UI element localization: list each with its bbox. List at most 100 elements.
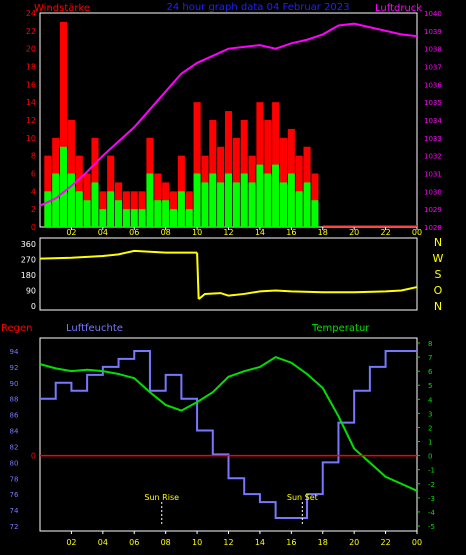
top-panel-x-tick-label: 02: [66, 228, 76, 237]
wind-direction-line: [39, 249, 198, 260]
bottom-panel-x-tick-label: 04: [98, 538, 108, 547]
wind-average-bar: [256, 164, 264, 227]
wind-axis-tick-label: 4: [31, 187, 36, 196]
wind-average-bar: [217, 182, 225, 227]
top-panel-x-tick-label: 16: [286, 228, 296, 237]
humidity-axis-tick-label: 88: [10, 396, 19, 404]
rain-label: Regen: [1, 323, 33, 334]
wind-axis-tick-label: 22: [26, 27, 36, 36]
wind-direction-line: [198, 286, 418, 300]
top-panel-x-tick-label: 04: [98, 228, 108, 237]
temperature-axis-tick-label: 5: [428, 382, 432, 390]
top-panel-x-tick-label: 20: [349, 228, 359, 237]
top-panel-x-tick-label: 14: [255, 228, 265, 237]
bottom-panel-x-tick-label: 12: [223, 538, 233, 547]
wind-average-bar: [52, 173, 60, 227]
temperature-label: Temperatur: [311, 323, 370, 334]
compass-label: W: [433, 252, 444, 265]
humidity-axis-tick-label: 82: [10, 443, 19, 451]
pressure-axis-tick-label: 1034: [424, 117, 442, 125]
wind-average-bar: [193, 173, 201, 227]
bottom-panel-x-tick-label: 00: [412, 538, 422, 547]
pressure-axis-tick-label: 1032: [424, 153, 442, 161]
bottom-panel-x-tick-label: 02: [66, 538, 76, 547]
pressure-axis-tick-label: 1037: [424, 64, 442, 72]
pressure-axis-tick-label: 1029: [424, 206, 442, 214]
wind-average-bar: [107, 191, 115, 227]
wind-axis-tick-label: 16: [26, 80, 36, 89]
top-panel-x-tick-label: 12: [223, 228, 233, 237]
pressure-line: [39, 22, 418, 207]
wind-axis-tick-label: 14: [26, 98, 36, 107]
wind-strength-label: Windstärke: [34, 3, 90, 14]
wind-average-bar: [279, 182, 288, 227]
wind-average-bar: [295, 191, 303, 227]
wind-gust-bar: [60, 21, 68, 227]
temperature-axis-tick-label: -4: [428, 509, 436, 517]
humidity-axis-tick-label: 74: [10, 507, 19, 515]
wind-average-bar: [185, 209, 193, 227]
top-panel-x-tick-label: 10: [192, 228, 202, 237]
wind-axis-tick-label: 18: [26, 63, 36, 72]
chart-title: 24 hour graph data 04 Februar 2023: [166, 2, 349, 13]
wind-average-bar: [264, 173, 272, 227]
wind-average-bar: [162, 200, 170, 227]
temperature-line: [39, 355, 418, 492]
wind-gust-bar: [193, 102, 201, 227]
wind-average-bar: [60, 146, 68, 227]
wind-average-bar: [232, 182, 240, 227]
wind-average-bar: [169, 209, 178, 227]
wind-average-bar: [122, 209, 130, 227]
wind-gust-bar: [185, 191, 193, 227]
temperature-axis-tick-label: -5: [428, 523, 435, 531]
wind-average-bar: [201, 182, 209, 227]
wind-average-bar: [91, 182, 99, 227]
wind-average-bar: [130, 209, 138, 227]
pressure-axis-tick-label: 1035: [424, 99, 442, 107]
wind-average-bar: [209, 173, 217, 227]
temperature-axis-tick-label: -2: [428, 481, 435, 489]
rain-axis-tick-label: 0: [31, 452, 36, 461]
bottom-panel-x-tick-label: 16: [286, 538, 296, 547]
wind-axis-tick-label: 20: [26, 45, 36, 54]
wind-gust-bar: [232, 137, 240, 227]
wind-average-bar: [311, 200, 319, 227]
wind-average-bar: [177, 191, 185, 227]
direction-axis-tick-label: 270: [21, 256, 36, 265]
sun-event-label: Sun Rise: [144, 493, 179, 502]
humidity-axis-tick-label: 94: [10, 348, 19, 356]
wind-average-bar: [224, 173, 233, 227]
wind-gust-bar: [224, 111, 233, 227]
humidity-axis-tick-label: 72: [10, 523, 19, 531]
wind-average-bar: [83, 200, 91, 227]
pressure-axis-tick-label: 1036: [424, 81, 442, 89]
temperature-axis-tick-label: 0: [428, 453, 432, 461]
humidity-axis-tick-label: 84: [10, 428, 19, 436]
temperature-axis-tick-label: 3: [428, 410, 432, 418]
temperature-axis-tick-label: -1: [428, 467, 435, 475]
wind-average-bar: [272, 164, 280, 227]
wind-average-bar: [115, 200, 123, 227]
compass-label: S: [435, 268, 442, 281]
bottom-panel-x-tick-label: 22: [380, 538, 390, 547]
humidity-axis-tick-label: 90: [10, 380, 19, 388]
wind-axis-tick-label: 12: [26, 116, 36, 125]
pressure-axis-tick-label: 1039: [424, 28, 442, 36]
wind-direction-jump: [196, 252, 200, 300]
wind-average-bar: [138, 209, 146, 227]
wind-average-bar: [99, 209, 107, 227]
pressure-axis-tick-label: 1033: [424, 135, 442, 143]
pressure-axis-tick-label: 1040: [424, 10, 442, 18]
direction-axis-tick-label: 180: [21, 271, 36, 280]
wind-gust-bar: [279, 137, 288, 227]
humidity-axis-tick-label: 76: [10, 491, 19, 499]
compass-label: N: [434, 236, 442, 249]
wind-gust-bar: [91, 137, 99, 227]
top-panel-x-tick-label: 08: [161, 228, 171, 237]
wind-average-bar: [287, 173, 295, 227]
wind-average-bar: [240, 173, 248, 227]
direction-axis-tick-label: 360: [21, 240, 36, 249]
sun-event-label: Sun Set: [287, 493, 318, 502]
wind-average-bar: [303, 182, 311, 227]
